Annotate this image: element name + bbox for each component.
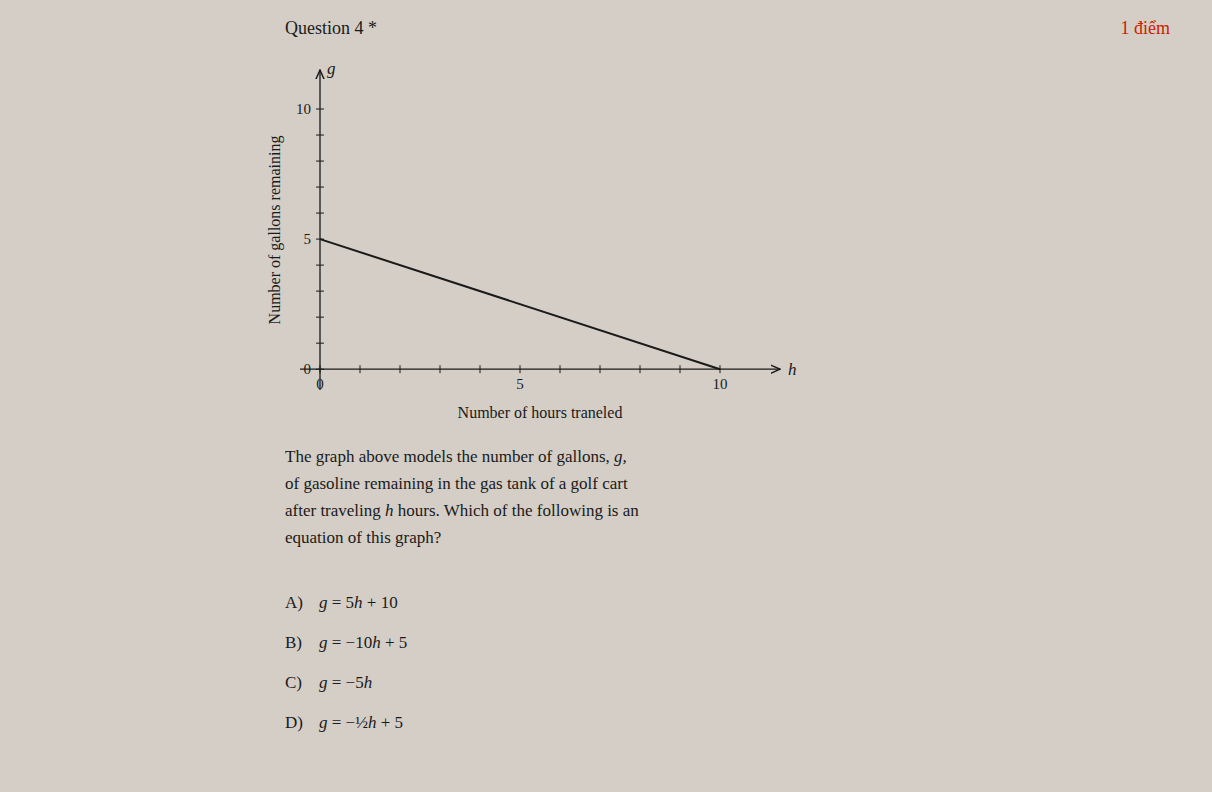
x-tick xyxy=(520,365,521,373)
choice-label: A) xyxy=(285,593,303,612)
y-tick xyxy=(316,291,324,292)
x-tick xyxy=(400,365,401,373)
x-tick xyxy=(640,365,641,373)
choice-text: g = −½h + 5 xyxy=(319,713,403,732)
question-text: after traveling xyxy=(285,501,385,520)
choice-label: D) xyxy=(285,713,303,732)
y-tick-label: 10 xyxy=(296,101,311,117)
background xyxy=(0,0,1212,792)
x-variable: h xyxy=(788,360,797,379)
y-tick-label: 0 xyxy=(304,361,312,377)
x-tick xyxy=(680,365,681,373)
y-variable: g xyxy=(327,59,336,78)
plot-area xyxy=(320,239,720,369)
chart: Question 4 * 1 điểm 0 5 10 0 5 10 h g Number of ho… xyxy=(0,0,1212,792)
x-tick xyxy=(600,365,601,373)
question-text: hours. Which of the following is an xyxy=(394,501,640,520)
x-label: Number of hours traneled xyxy=(458,404,623,421)
y-tick xyxy=(316,265,324,266)
y-tick xyxy=(316,109,324,110)
y-tick xyxy=(316,161,324,162)
x-tick-label: 0 xyxy=(316,376,324,392)
y-tick xyxy=(316,135,324,136)
choice-label: B) xyxy=(285,633,302,652)
question-line: of gasoline remaining in the gas tank of… xyxy=(285,474,628,493)
question-text: equation of this graph? xyxy=(285,528,441,547)
y-label: Number of gallons remaining xyxy=(266,136,284,325)
y-tick xyxy=(316,317,324,318)
y-tick xyxy=(316,187,324,188)
data-line xyxy=(320,239,720,369)
y-axis xyxy=(319,70,320,390)
x-tick-label: 5 xyxy=(516,376,524,392)
question-line: equation of this graph? xyxy=(285,528,441,547)
x-tick xyxy=(560,365,561,373)
x-tick xyxy=(360,365,361,373)
question-text: The graph above models the number of gal… xyxy=(285,447,614,466)
question-line: The graph above models the number of gal… xyxy=(285,447,627,466)
y-tick xyxy=(316,213,324,214)
choice-text: g = −10h + 5 xyxy=(319,633,407,652)
x-tick-label: 10 xyxy=(713,376,728,392)
y-tick xyxy=(316,369,324,370)
x-axis xyxy=(300,369,780,370)
choice-text: g = −5h xyxy=(319,673,372,692)
x-tick xyxy=(480,365,481,373)
y-tick xyxy=(316,343,324,344)
question-text: g, xyxy=(614,447,627,466)
choice-label: C) xyxy=(285,673,302,692)
title: Question 4 * xyxy=(285,18,377,38)
question-text: of gasoline remaining in the gas tank of… xyxy=(285,474,628,493)
question-text: h xyxy=(385,501,394,520)
x-tick xyxy=(440,365,441,373)
score: 1 điểm xyxy=(1121,18,1171,38)
question-line: after traveling h hours. Which of the fo… xyxy=(285,501,639,520)
choice-text: g = 5h + 10 xyxy=(319,593,398,612)
y-tick-label: 5 xyxy=(304,231,312,247)
